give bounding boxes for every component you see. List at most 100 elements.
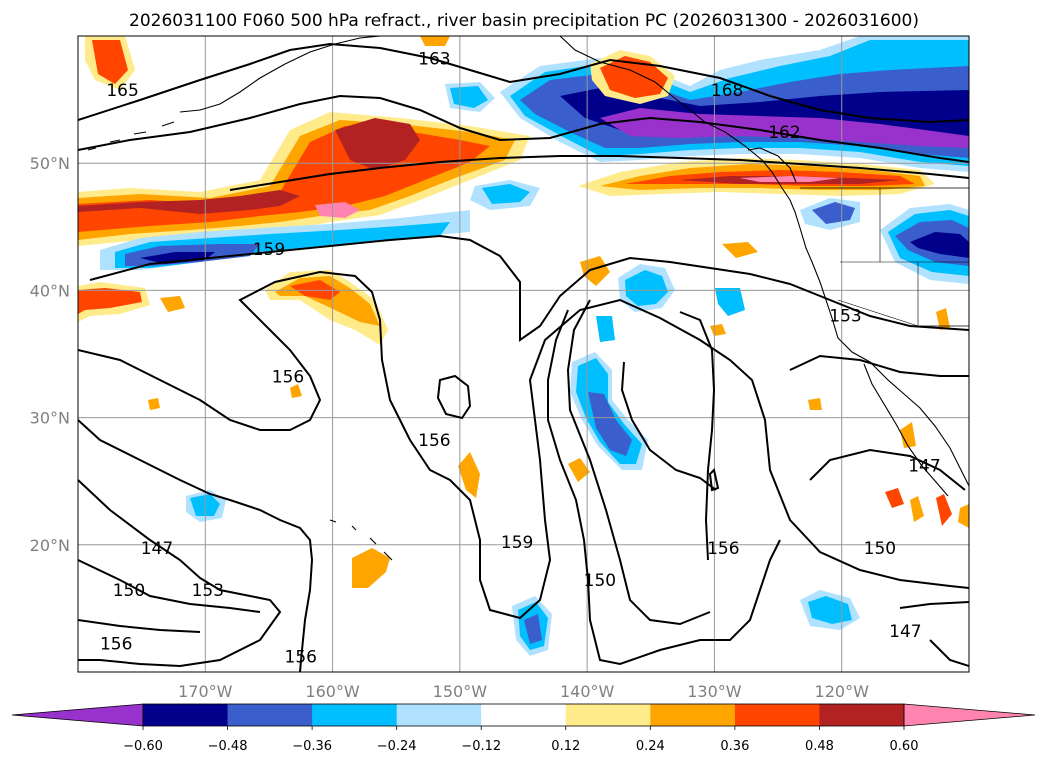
contour-line xyxy=(78,479,282,668)
contour-line xyxy=(708,468,720,492)
shade-negative xyxy=(625,270,668,306)
contour-line xyxy=(78,419,314,672)
shade-positive xyxy=(335,118,420,170)
contour-label: 150 xyxy=(864,539,896,559)
shade-positive xyxy=(900,422,916,448)
colorbar-tick-label: −0.24 xyxy=(377,739,417,754)
shade-positive xyxy=(936,308,950,330)
coastline-aleutians xyxy=(87,121,175,151)
lon-tick-label: 140°W xyxy=(560,682,615,701)
shade-negative xyxy=(812,202,855,224)
contour-label: 163 xyxy=(418,49,450,69)
contour-line xyxy=(78,270,969,620)
contour-line xyxy=(229,155,969,191)
colorbar-swatch xyxy=(565,704,651,726)
lat-tick-label: 40°N xyxy=(30,281,70,300)
shade-negative xyxy=(482,184,530,204)
shade-negative xyxy=(524,614,542,644)
contour-line xyxy=(620,361,717,491)
contour-label: 156 xyxy=(285,647,317,667)
colorbar-tick-label: −0.48 xyxy=(208,739,248,754)
colorbar-tick-label: 0.36 xyxy=(720,739,749,754)
colorbar-tick-label: −0.12 xyxy=(461,739,501,754)
contour-line xyxy=(789,354,969,377)
lat-tick-label: 20°N xyxy=(30,536,70,555)
shade-positive xyxy=(92,40,128,84)
contour-label: 150 xyxy=(584,571,616,591)
contour-label: 153 xyxy=(829,306,861,326)
contour-line xyxy=(679,311,716,561)
contour-line xyxy=(78,559,261,613)
contour-label: 159 xyxy=(253,240,285,260)
contour-line xyxy=(78,619,201,633)
lon-tick-label: 150°W xyxy=(433,682,488,701)
colorbar-extend-low xyxy=(11,703,144,727)
shade-positive xyxy=(78,288,142,314)
map-plot-area: 165 163 168 162 159 153 156 156 147 159 156 150 150 1… xyxy=(78,36,969,672)
shade-negative xyxy=(596,316,615,342)
coastlines xyxy=(87,36,969,561)
shade-negative xyxy=(140,252,215,264)
figure-title: 2026031100 F060 500 hPa refract., river … xyxy=(129,11,919,31)
shade-positive xyxy=(722,242,758,258)
contour-line xyxy=(566,299,711,626)
lat-tick-label: 30°N xyxy=(30,409,70,428)
lon-tick-label: 120°W xyxy=(815,682,870,701)
coastline-alaska-peninsula xyxy=(179,36,381,113)
lat-tick-label: 50°N xyxy=(30,154,70,173)
coastline-hawaii xyxy=(329,519,393,561)
contour-label: 156 xyxy=(272,367,304,387)
contour-label: 147 xyxy=(908,456,940,476)
contour-label: 159 xyxy=(501,533,533,553)
lon-tick-label: 160°W xyxy=(305,682,360,701)
colorbar-swatch xyxy=(650,704,736,726)
contour-label: 150 xyxy=(113,581,145,601)
colorbar-swatch xyxy=(481,704,567,726)
contour-label: 153 xyxy=(192,581,224,601)
shade-positive xyxy=(808,398,822,410)
contour-line xyxy=(78,42,969,124)
colorbar: −0.60 −0.48 −0.36 −0.24 −0.12 0.12 0.24 0.36 0.4… xyxy=(11,703,1036,754)
colorbar-tick-label: 0.12 xyxy=(551,739,580,754)
contour-label: 147 xyxy=(141,539,173,559)
shade-positive xyxy=(885,488,904,508)
contour-line xyxy=(547,309,781,666)
map-frame xyxy=(77,35,970,673)
contour-line xyxy=(436,374,472,420)
contour-line xyxy=(89,234,969,342)
contour-label-layer: 165 163 168 162 159 153 156 156 147 159 156 150 150 1… xyxy=(100,49,941,667)
contour-label: 147 xyxy=(889,622,921,642)
contour-label: 162 xyxy=(768,123,800,143)
refractivity-contours xyxy=(78,42,969,672)
contour-label: 168 xyxy=(711,81,743,101)
shade-negative xyxy=(715,288,745,316)
colorbar-tick-label: −0.36 xyxy=(292,739,332,754)
shade-negative xyxy=(910,232,969,258)
shade-positive xyxy=(936,494,952,526)
shade-positive xyxy=(740,176,840,182)
shade-positive xyxy=(78,190,300,214)
border-state-lines xyxy=(837,188,969,327)
colorbar-swatch xyxy=(819,704,905,726)
contour-label: 156 xyxy=(418,431,450,451)
shade-positive xyxy=(148,398,160,410)
precip-shading xyxy=(78,36,969,656)
colorbar-swatch xyxy=(312,704,398,726)
colorbar-swatch xyxy=(396,704,482,726)
shade-negative xyxy=(808,596,852,624)
colorbar-extend-high xyxy=(903,703,1036,727)
colorbar-frame xyxy=(142,703,905,727)
axis-tick-labels: 170°W 160°W 150°W 140°W 130°W 120°W 20°N 30°N 40… xyxy=(30,154,869,701)
coastline-baja xyxy=(863,363,949,497)
shade-positive xyxy=(568,458,590,482)
shade-negative xyxy=(600,108,969,148)
shade-positive xyxy=(352,548,390,588)
contour-line xyxy=(899,601,969,609)
colorbar-tick-label: 0.48 xyxy=(805,739,834,754)
shade-positive xyxy=(315,202,360,218)
shade-positive xyxy=(160,296,185,312)
shade-positive xyxy=(420,36,450,46)
shade-positive xyxy=(458,452,480,498)
